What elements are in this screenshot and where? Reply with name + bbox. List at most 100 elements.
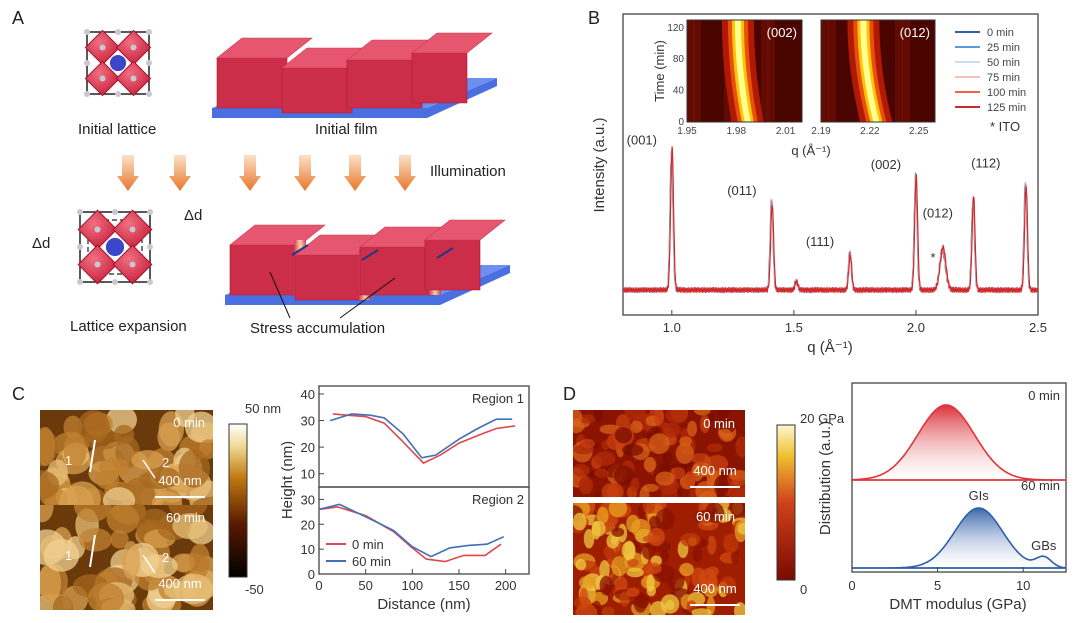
anion-atom bbox=[99, 44, 106, 51]
xrd-line-100-min bbox=[623, 157, 1038, 294]
peak-label: (011) bbox=[727, 183, 756, 198]
down-arrow-icon bbox=[239, 155, 261, 191]
component-label: GIs bbox=[969, 488, 990, 503]
anion-atom bbox=[84, 29, 90, 35]
texture-blob bbox=[580, 438, 595, 449]
texture-blob bbox=[630, 477, 640, 492]
texture-blob bbox=[172, 513, 208, 540]
peak-label: (001) bbox=[627, 132, 657, 147]
texture-blob bbox=[680, 532, 701, 547]
height-xlabel: Distance (nm) bbox=[377, 596, 470, 613]
height-profile-chart: Region 1 10 20 30 40 Region 2 0 10 20 30 0 50 100 150… bbox=[279, 385, 530, 613]
anion-atom bbox=[147, 279, 153, 285]
grain-top bbox=[411, 32, 493, 54]
subplot-frame bbox=[318, 486, 530, 575]
grain-front bbox=[216, 57, 288, 109]
heatmap-(012): (012) 2.19 2.22 2.25 bbox=[811, 19, 936, 137]
texture-blob bbox=[731, 549, 740, 565]
anion-atom bbox=[77, 244, 83, 250]
tick-label: 30 bbox=[301, 414, 315, 429]
anion-atom bbox=[130, 44, 137, 51]
pointer-line bbox=[339, 277, 396, 319]
pointer-line bbox=[269, 271, 291, 319]
texture-blob bbox=[102, 487, 136, 507]
line-profile-1 bbox=[89, 534, 96, 568]
anion-atom bbox=[84, 60, 90, 66]
texture-blob bbox=[154, 467, 181, 488]
texture-blob bbox=[641, 543, 656, 560]
anion-atom bbox=[94, 261, 101, 268]
texture-blob bbox=[675, 442, 694, 464]
heatmap-streak bbox=[693, 20, 701, 122]
texture-blob bbox=[611, 527, 625, 538]
tick-label: 30 bbox=[301, 492, 315, 507]
tick-label: 0 bbox=[848, 578, 855, 593]
xrd-xlabel: q (Å⁻¹) bbox=[807, 339, 852, 356]
texture-blob bbox=[608, 503, 628, 518]
texture-blob bbox=[735, 436, 745, 458]
time-label: 60 min bbox=[1021, 478, 1060, 493]
texture-blob bbox=[190, 422, 213, 443]
initial-film-diagram bbox=[212, 32, 497, 118]
texture-blob bbox=[573, 410, 583, 426]
legend-label: 125 min bbox=[987, 102, 1026, 114]
texture-blob bbox=[174, 573, 213, 605]
panel-label: A bbox=[12, 8, 24, 28]
texture-blob bbox=[624, 410, 646, 423]
anion-atom bbox=[129, 261, 136, 268]
texture-blob bbox=[613, 465, 635, 486]
texture-blob bbox=[178, 449, 210, 488]
texture-blob bbox=[690, 453, 711, 464]
down-arrow-icon bbox=[344, 155, 366, 191]
tick-label: 40 bbox=[673, 86, 685, 97]
heatmap-label: (012) bbox=[900, 25, 930, 40]
texture-blob bbox=[653, 410, 664, 426]
stressed-film-diagram bbox=[225, 219, 510, 319]
texture-blob bbox=[643, 562, 662, 575]
delta-d-label: Δd bbox=[184, 207, 202, 224]
texture-blob bbox=[728, 469, 745, 481]
anion-atom bbox=[147, 244, 153, 250]
tick-label: 2.0 bbox=[907, 320, 925, 335]
distribution-frame bbox=[851, 382, 1067, 573]
time-label: 60 min bbox=[166, 510, 205, 525]
legend-label: 75 min bbox=[987, 72, 1020, 84]
profile-line-60-min bbox=[318, 503, 505, 558]
tick-label: 50 bbox=[358, 578, 372, 593]
texture-blob bbox=[707, 443, 723, 452]
texture-blob bbox=[40, 505, 54, 523]
tick-label: 200 bbox=[495, 578, 517, 593]
texture-blob bbox=[611, 556, 628, 577]
panel-d: D 0 min 400 nm 60 min 400 nm 20 GPa 0 0 min… bbox=[563, 382, 1067, 615]
colorbar-max: 50 nm bbox=[245, 401, 281, 416]
dmt-xlabel: DMT modulus (GPa) bbox=[889, 596, 1026, 613]
texture-blob bbox=[577, 414, 596, 424]
xrd-line-125-min bbox=[623, 146, 1038, 295]
initial-lattice-label: Initial lattice bbox=[78, 121, 156, 138]
panel-label: D bbox=[563, 384, 576, 404]
texture-blob bbox=[684, 471, 696, 487]
afm-image-0-min: 0 min 1 2 400 nm bbox=[40, 410, 213, 507]
anion-atom bbox=[147, 209, 153, 215]
texture-blob bbox=[575, 558, 587, 571]
grain-top bbox=[424, 219, 506, 241]
anion-atom bbox=[99, 75, 106, 82]
texture-blob bbox=[691, 608, 712, 615]
texture-blob bbox=[648, 433, 670, 455]
texture-blob bbox=[614, 427, 633, 444]
tick-label: 40 bbox=[301, 387, 315, 402]
distribution-curve-0-min bbox=[851, 404, 1066, 481]
heatmap-(002): (002) 1.95 1.98 2.01 bbox=[677, 19, 803, 137]
texture-blob bbox=[646, 585, 657, 597]
xrd-ylabel: Intensity (a.u.) bbox=[591, 117, 608, 212]
line-profile-1 bbox=[89, 439, 96, 473]
xrd-plot-frame bbox=[622, 13, 1039, 316]
tick-label: 5 bbox=[934, 578, 941, 593]
texture-blob bbox=[52, 595, 74, 610]
texture-blob bbox=[627, 558, 640, 567]
anion-atom bbox=[115, 29, 121, 35]
dmt-modulus-images: 0 min 400 nm 60 min 400 nm bbox=[573, 410, 745, 615]
texture-blob bbox=[40, 426, 56, 467]
texture-blob bbox=[659, 549, 670, 563]
texture-blob bbox=[692, 546, 703, 563]
